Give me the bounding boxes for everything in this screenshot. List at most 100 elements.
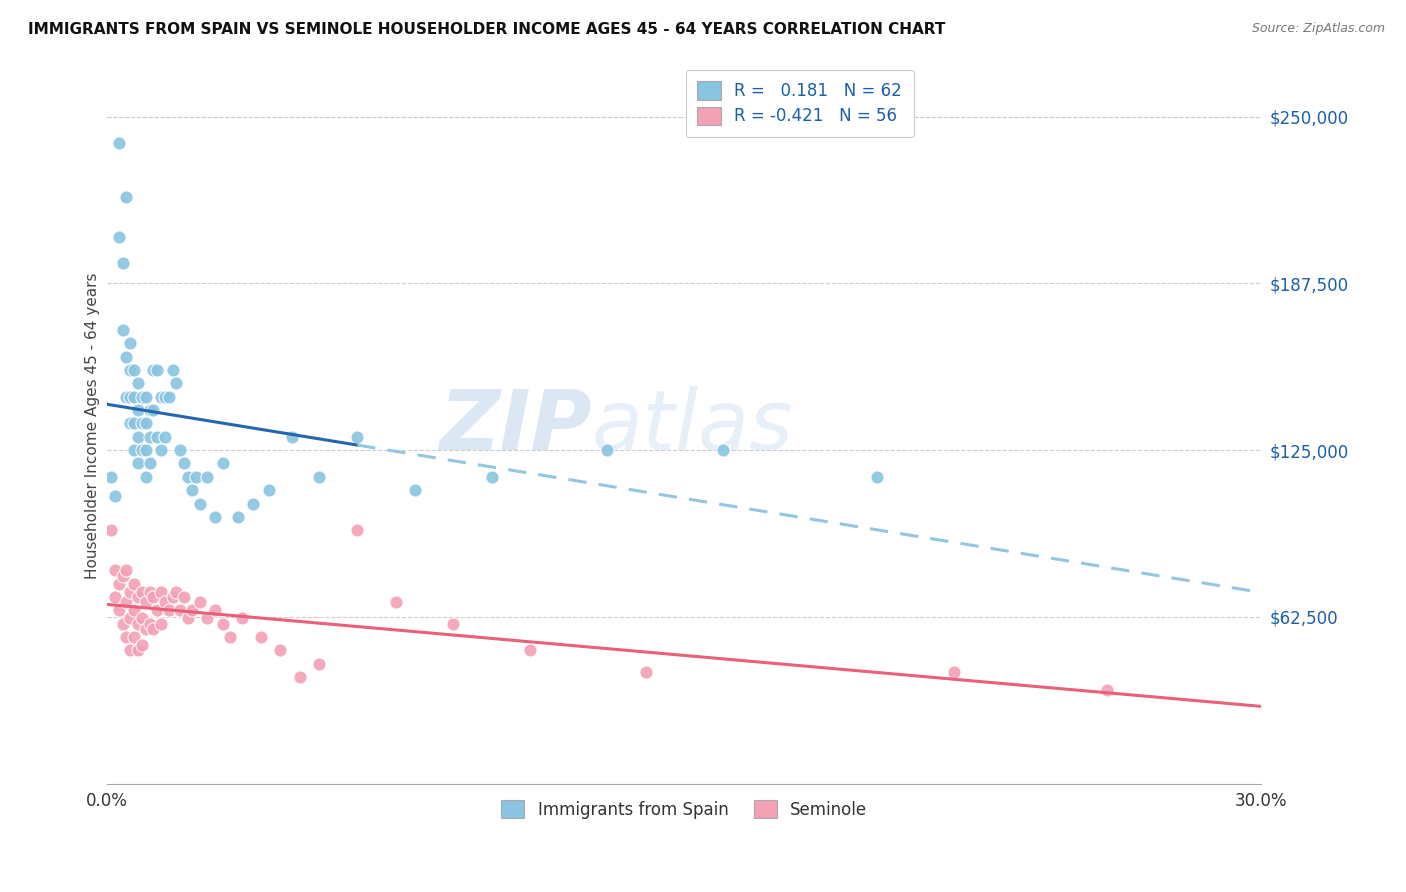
Text: IMMIGRANTS FROM SPAIN VS SEMINOLE HOUSEHOLDER INCOME AGES 45 - 64 YEARS CORRELAT: IMMIGRANTS FROM SPAIN VS SEMINOLE HOUSEH… xyxy=(28,22,945,37)
Point xyxy=(127,376,149,391)
Legend: Immigrants from Spain, Seminole: Immigrants from Spain, Seminole xyxy=(495,794,875,825)
Point xyxy=(211,616,233,631)
Point xyxy=(142,403,165,417)
Point xyxy=(135,470,157,484)
Point xyxy=(150,443,173,458)
Point xyxy=(138,584,160,599)
Point xyxy=(135,390,157,404)
Point xyxy=(195,611,218,625)
Point xyxy=(1097,683,1119,698)
Point xyxy=(120,643,142,657)
Text: ZIP: ZIP xyxy=(439,385,592,467)
Point xyxy=(231,611,253,625)
Point xyxy=(142,622,165,636)
Point xyxy=(173,457,195,471)
Point xyxy=(111,323,134,337)
Point xyxy=(169,603,191,617)
Point xyxy=(111,256,134,270)
Point xyxy=(138,403,160,417)
Point xyxy=(157,390,180,404)
Point xyxy=(131,417,153,431)
Point xyxy=(865,470,887,484)
Point xyxy=(100,523,122,537)
Point xyxy=(120,584,142,599)
Point xyxy=(596,443,619,458)
Point xyxy=(120,417,142,431)
Point xyxy=(177,611,200,625)
Point xyxy=(184,470,207,484)
Point xyxy=(122,363,145,377)
Point xyxy=(115,390,138,404)
Point xyxy=(146,430,169,444)
Point xyxy=(157,603,180,617)
Point xyxy=(166,584,188,599)
Point xyxy=(127,590,149,604)
Point xyxy=(204,509,226,524)
Point xyxy=(346,523,368,537)
Point xyxy=(226,509,249,524)
Point xyxy=(195,470,218,484)
Point xyxy=(122,603,145,617)
Point xyxy=(384,595,406,609)
Point xyxy=(146,603,169,617)
Point xyxy=(131,638,153,652)
Point xyxy=(150,584,173,599)
Point xyxy=(135,417,157,431)
Point xyxy=(138,430,160,444)
Point xyxy=(173,590,195,604)
Point xyxy=(211,457,233,471)
Point xyxy=(115,350,138,364)
Point xyxy=(107,603,129,617)
Point xyxy=(104,590,127,604)
Point xyxy=(180,603,202,617)
Point xyxy=(257,483,280,498)
Point xyxy=(204,603,226,617)
Point xyxy=(100,470,122,484)
Point xyxy=(281,430,304,444)
Point xyxy=(135,622,157,636)
Point xyxy=(127,403,149,417)
Point xyxy=(111,616,134,631)
Point xyxy=(120,336,142,351)
Point xyxy=(142,590,165,604)
Point xyxy=(120,363,142,377)
Text: Source: ZipAtlas.com: Source: ZipAtlas.com xyxy=(1251,22,1385,36)
Point xyxy=(634,665,657,679)
Point xyxy=(250,630,273,644)
Point xyxy=(443,616,465,631)
Point xyxy=(127,616,149,631)
Point xyxy=(131,390,153,404)
Point xyxy=(127,457,149,471)
Point xyxy=(519,643,541,657)
Point xyxy=(122,630,145,644)
Point xyxy=(166,376,188,391)
Point xyxy=(150,390,173,404)
Point xyxy=(115,630,138,644)
Point xyxy=(122,417,145,431)
Point xyxy=(142,363,165,377)
Point xyxy=(127,643,149,657)
Point xyxy=(177,470,200,484)
Point xyxy=(122,576,145,591)
Point xyxy=(115,595,138,609)
Point xyxy=(288,670,311,684)
Point xyxy=(131,584,153,599)
Point xyxy=(122,390,145,404)
Point xyxy=(135,595,157,609)
Point xyxy=(104,489,127,503)
Point xyxy=(111,568,134,582)
Point xyxy=(169,443,191,458)
Point xyxy=(242,496,264,510)
Point xyxy=(107,576,129,591)
Point xyxy=(104,563,127,577)
Point xyxy=(308,470,330,484)
Point xyxy=(269,643,291,657)
Point xyxy=(146,363,169,377)
Point xyxy=(308,657,330,671)
Point xyxy=(942,665,965,679)
Point xyxy=(122,443,145,458)
Point xyxy=(153,430,176,444)
Point xyxy=(188,595,211,609)
Point xyxy=(481,470,503,484)
Point xyxy=(135,443,157,458)
